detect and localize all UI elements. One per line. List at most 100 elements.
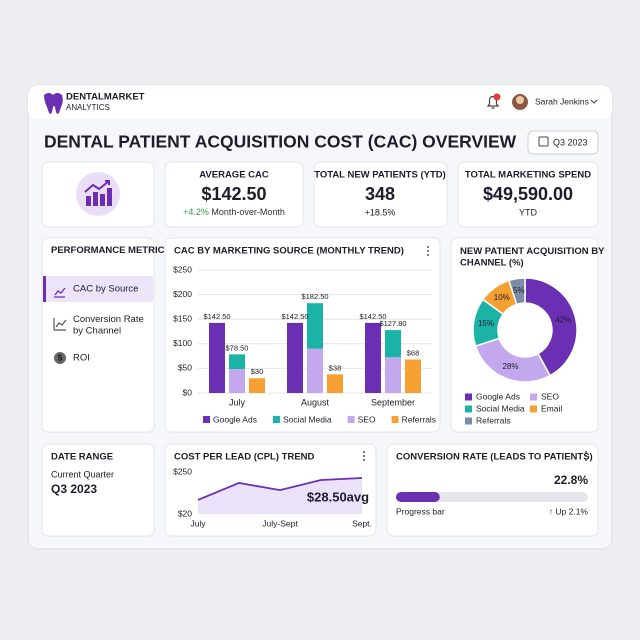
legend-swatch — [203, 416, 210, 423]
slice-label: 28% — [502, 362, 518, 371]
nav-item[interactable]: CAC by Source — [73, 284, 138, 295]
progress-fill — [396, 492, 440, 502]
page-title: DENTAL PATIENT ACQUISITION COST (CAC) OV… — [44, 132, 517, 152]
date-range-value: Q3 2023 — [51, 482, 97, 496]
slice-label: 15% — [478, 319, 494, 328]
legend-swatch — [465, 405, 472, 413]
progress-change: ↑ Up 2.1% — [549, 506, 589, 516]
y-tick-label: $50 — [178, 363, 192, 373]
y-tick-label: $0 — [183, 387, 193, 397]
y-tick-label: $20 — [178, 508, 192, 518]
chart-title: CONVERSION RATE (LEADS TO PATIENTS) — [396, 452, 593, 463]
menu-dot[interactable] — [427, 246, 429, 248]
legend-swatch — [391, 416, 399, 423]
kpi-label: TOTAL MARKETING SPEND — [465, 170, 591, 181]
bar — [287, 322, 303, 393]
progress-value: 22.8% — [554, 473, 588, 487]
menu-dot[interactable] — [585, 451, 587, 453]
bar — [405, 359, 421, 393]
legend-swatch — [272, 416, 280, 423]
kpi-card — [164, 161, 304, 228]
progress-label: Progress bar — [396, 506, 445, 516]
notification-badge — [493, 93, 501, 101]
kpi-change: +18.5% — [365, 207, 396, 217]
nav-icon-glyph: $ — [58, 354, 63, 363]
date-button-label[interactable]: Q3 2023 — [553, 137, 588, 147]
legend-label: Email — [541, 403, 562, 413]
bar-value-label: $68 — [407, 349, 420, 358]
nav-item[interactable]: ROI — [73, 353, 90, 364]
kpi-icon — [86, 188, 112, 206]
kpi-note: Month-over-Month — [211, 207, 285, 217]
bar-value-label: $30 — [251, 367, 264, 376]
x-tick-label: September — [371, 397, 415, 407]
y-tick-label: $250 — [173, 264, 192, 274]
conversion-card — [386, 443, 599, 537]
slice-label: 10% — [494, 293, 510, 302]
legend-label: Referrals — [476, 415, 510, 425]
menu-dot[interactable] — [363, 451, 365, 453]
bar — [385, 357, 401, 393]
chart-title: COST PER LEAD (CPL) TREND — [174, 452, 315, 463]
legend-label: Google Ads — [476, 391, 520, 401]
x-tick-label: August — [301, 397, 330, 407]
nav-active-marker — [43, 276, 46, 302]
legend-label: SEO — [358, 414, 376, 424]
bar-value-label: $38 — [329, 363, 342, 372]
nav-icon — [54, 352, 66, 364]
nav-icon — [54, 287, 66, 298]
kpi-note: YTD — [519, 207, 538, 217]
legend-label: Social Media — [476, 403, 525, 413]
menu-dot[interactable] — [427, 250, 429, 252]
chart-title: NEW PATIENT ACQUISITION BY CHANNEL (%) — [460, 246, 605, 268]
menu-dot[interactable] — [363, 455, 365, 457]
nav-active-bg[interactable] — [43, 276, 153, 302]
pie-chart-card — [450, 237, 599, 433]
legend-label: Social Media — [283, 414, 332, 424]
pie-slice — [524, 277, 578, 377]
stack-total-label: $127.80 — [379, 319, 406, 328]
slice-label: 42% — [555, 315, 571, 324]
date-range-label: Current Quarter — [51, 469, 114, 479]
kpi-change-line: +4.2% Month-over-Month — [183, 207, 285, 217]
x-tick-label: July-Sept — [262, 518, 298, 528]
legend-swatch — [530, 393, 537, 401]
nav-icon — [53, 318, 67, 331]
legend-swatch — [347, 416, 355, 423]
x-tick-label: Sept. — [352, 518, 372, 528]
pie-slice — [474, 337, 552, 383]
legend-label: Referrals — [402, 414, 436, 424]
progress-track — [396, 492, 588, 502]
brand: DENTALMARKET — [66, 92, 145, 103]
user-name[interactable]: Sarah Jenkins — [535, 96, 589, 106]
menu-dot[interactable] — [427, 254, 429, 256]
y-tick-label: $100 — [173, 338, 192, 348]
calendar-icon — [538, 136, 549, 147]
stack-total-label: $78.50 — [226, 343, 249, 352]
menu-dot[interactable] — [585, 455, 587, 457]
menu-dot[interactable] — [585, 459, 587, 461]
pie-slice — [507, 277, 526, 306]
user-menu-chevron[interactable] — [590, 99, 598, 104]
menu-dot[interactable] — [363, 459, 365, 461]
chart-title: CAC BY MARKETING SOURCE (MONTHLY TREND) — [174, 246, 404, 257]
date-range-card — [41, 443, 155, 537]
bar — [249, 378, 265, 393]
bar — [229, 369, 245, 393]
logo — [44, 93, 63, 114]
nav-item[interactable]: Conversion Rate by Channel — [73, 314, 144, 336]
legend-label: Google Ads — [213, 414, 257, 424]
legend-swatch — [465, 393, 472, 401]
date-range-title: DATE RANGE — [51, 452, 113, 463]
bar-value-label: $142.50 — [203, 312, 230, 321]
kpi-change: +4.2% — [183, 207, 209, 217]
kpi-label: AVERAGE CAC — [199, 170, 269, 181]
kpi-card — [313, 161, 448, 228]
bar — [365, 322, 381, 393]
kpi-label: TOTAL NEW PATIENTS (YTD) — [314, 170, 446, 181]
x-tick-label: July — [229, 397, 246, 407]
y-tick-label: $150 — [173, 313, 192, 323]
legend-swatch — [465, 417, 472, 425]
